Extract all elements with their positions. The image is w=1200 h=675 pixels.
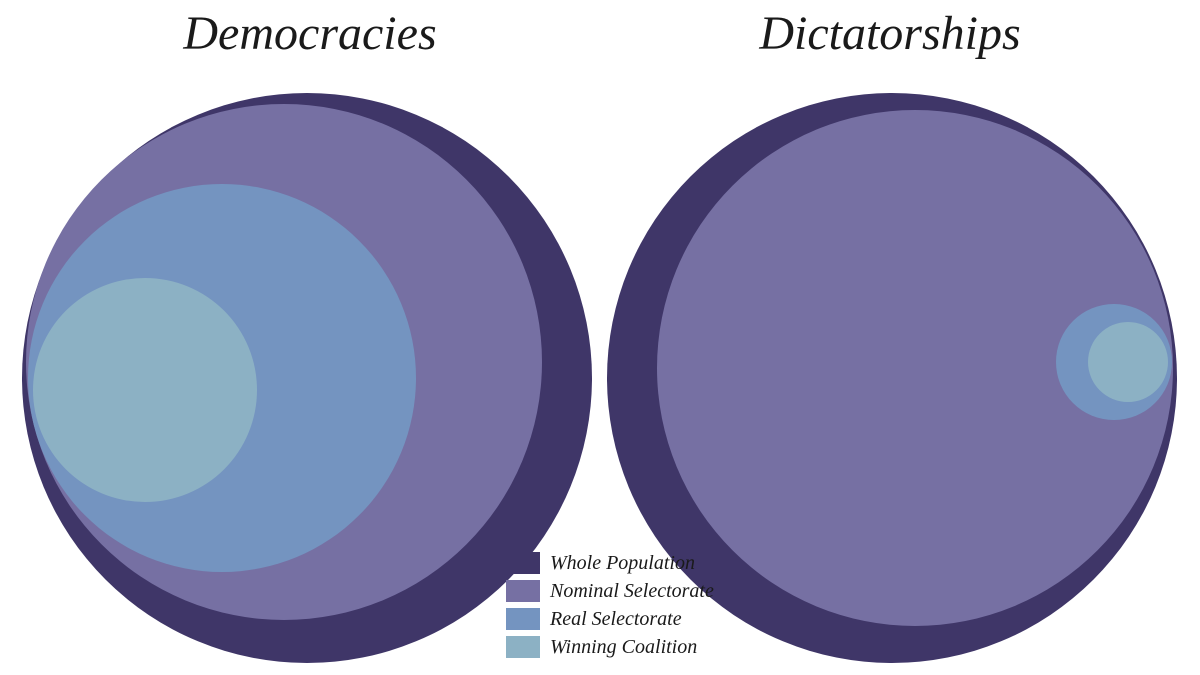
legend-swatch-winning-coalition [506,636,540,658]
dic-winning-coalition [1088,322,1168,402]
legend-row-winning-coalition: Winning Coalition [506,634,714,660]
democracies-title: Democracies [30,6,590,61]
legend: Whole Population Nominal Selectorate Rea… [506,550,714,662]
legend-swatch-real-selectorate [506,608,540,630]
dem-winning-coalition [33,278,257,502]
legend-row-whole-population: Whole Population [506,550,714,576]
legend-label-real-selectorate: Real Selectorate [550,608,682,631]
diagram-stage: Democracies Dictatorships Whole Populati… [0,0,1200,675]
legend-row-nominal-selectorate: Nominal Selectorate [506,578,714,604]
legend-label-nominal-selectorate: Nominal Selectorate [550,580,714,603]
legend-row-real-selectorate: Real Selectorate [506,606,714,632]
legend-swatch-whole-population [506,552,540,574]
legend-label-whole-population: Whole Population [550,552,695,575]
dictatorships-title: Dictatorships [610,6,1170,61]
legend-swatch-nominal-selectorate [506,580,540,602]
legend-label-winning-coalition: Winning Coalition [550,636,697,659]
